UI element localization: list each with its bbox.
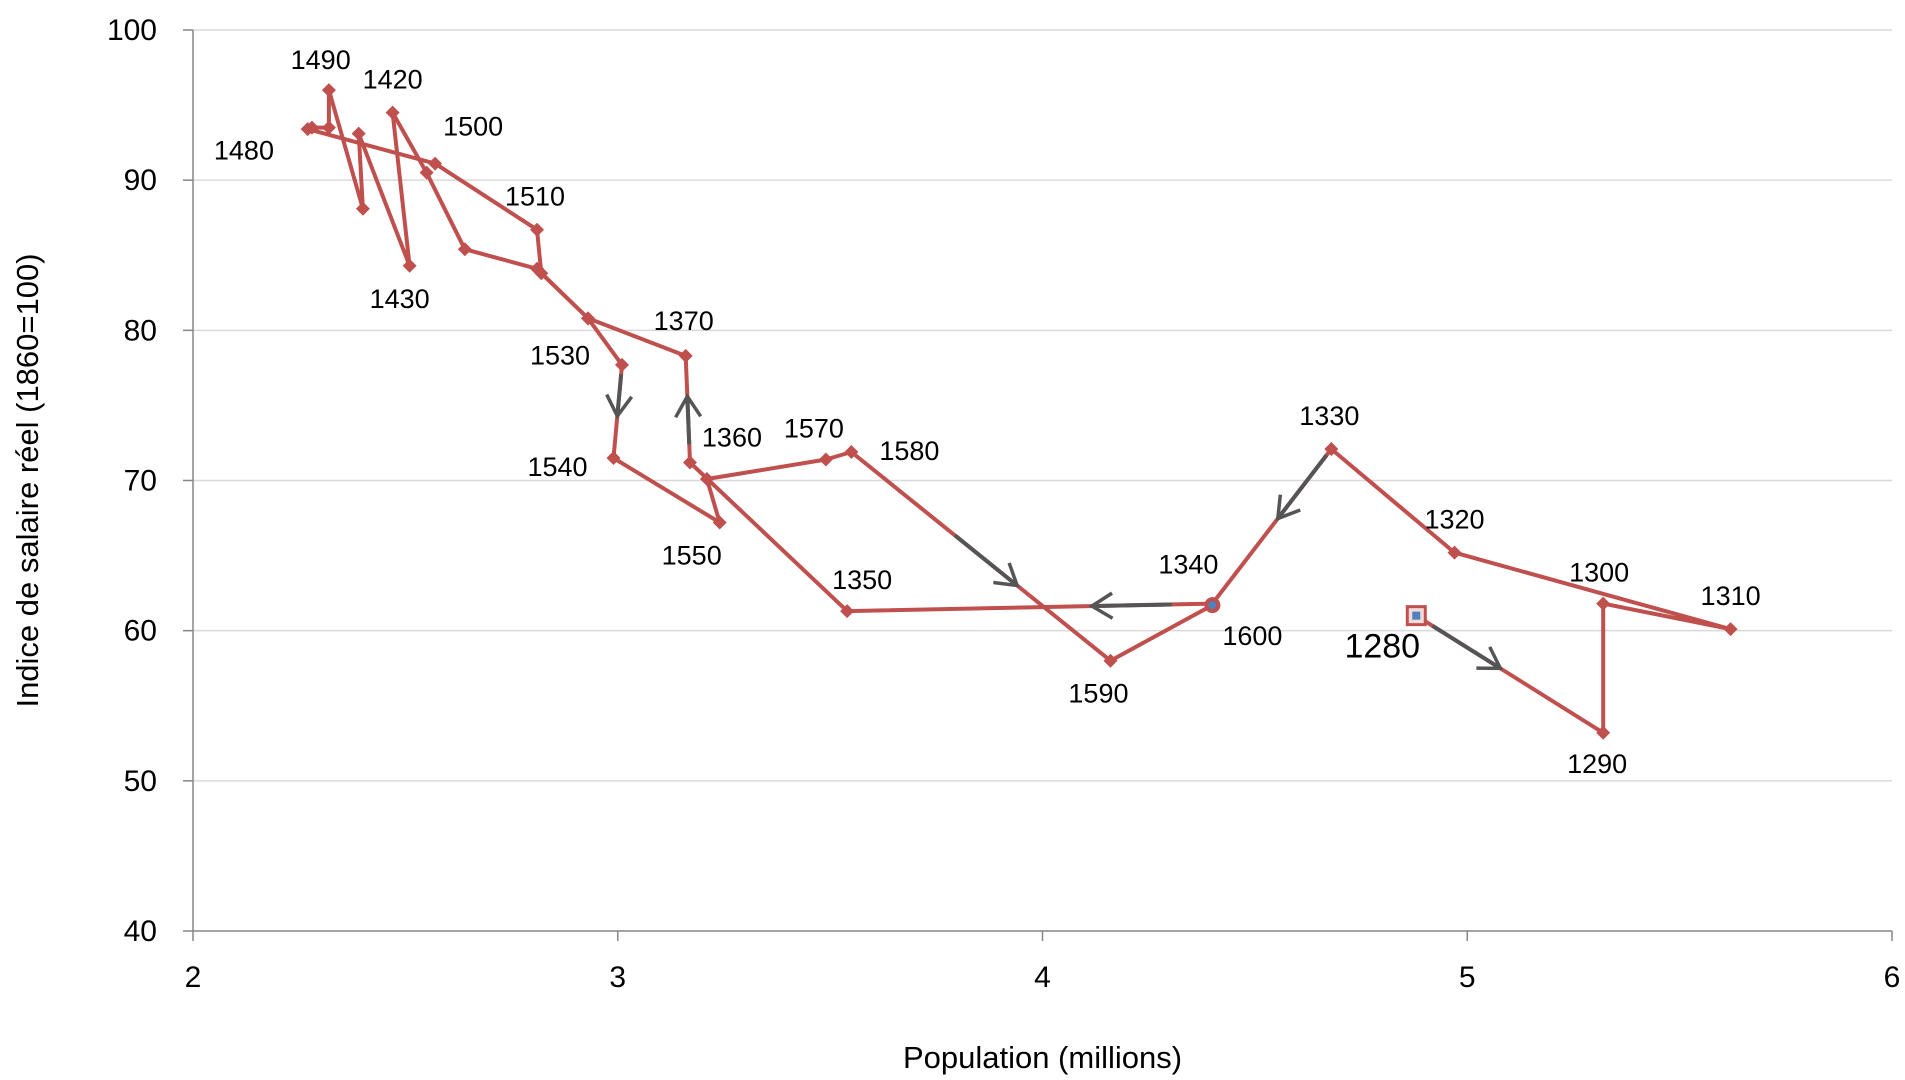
y-tick-label: 80 — [124, 314, 157, 347]
year-label-1330: 1330 — [1299, 401, 1359, 431]
year-label-1280: 1280 — [1344, 628, 1420, 666]
year-label-1320: 1320 — [1424, 505, 1484, 535]
data-point — [355, 201, 370, 216]
arrow-shaft — [1276, 453, 1329, 520]
year-label-1290: 1290 — [1567, 749, 1627, 779]
data-point — [321, 83, 336, 98]
x-tick-label: 4 — [1034, 961, 1051, 994]
year-label-1360: 1360 — [702, 422, 762, 452]
year-label-1490: 1490 — [291, 45, 351, 75]
direction-arrows — [605, 374, 1504, 671]
end-marker-core — [1208, 601, 1217, 610]
x-tick-label: 3 — [609, 961, 626, 994]
data-point — [530, 222, 545, 237]
year-label-1500: 1500 — [443, 112, 503, 142]
x-axis-title: Population (millions) — [903, 1040, 1182, 1075]
arrow-head — [674, 393, 703, 419]
data-point — [682, 455, 697, 470]
arrow-shaft — [953, 533, 1019, 588]
year-label-1530: 1530 — [530, 340, 590, 370]
year-label-1420: 1420 — [363, 65, 423, 95]
x-tick-label: 6 — [1884, 961, 1901, 994]
y-tick-label: 40 — [124, 915, 157, 948]
year-label-1340: 1340 — [1158, 550, 1218, 580]
series-line — [305, 88, 1733, 735]
data-point — [614, 357, 629, 372]
y-tick-label: 50 — [124, 765, 157, 798]
data-point — [1596, 596, 1611, 611]
data-point — [428, 156, 443, 171]
data-point — [678, 348, 693, 363]
data-point — [606, 450, 621, 465]
data-point — [840, 604, 855, 619]
data-point — [818, 452, 833, 467]
y-axis-title: Indice de salaire réel (1860=100) — [10, 253, 45, 707]
data-point — [419, 165, 434, 180]
year-label-1510: 1510 — [505, 182, 565, 212]
data-point — [534, 266, 549, 281]
year-label-1370: 1370 — [654, 306, 714, 336]
arrow-shaft — [615, 374, 624, 417]
year-label-1550: 1550 — [662, 541, 722, 571]
year-label-1590: 1590 — [1068, 679, 1128, 709]
data-point — [351, 126, 366, 141]
x-tick-label: 5 — [1459, 961, 1476, 994]
y-tick-label: 70 — [124, 465, 157, 498]
data-point — [581, 311, 596, 326]
year-label-1600: 1600 — [1222, 621, 1282, 651]
gridlines — [193, 29, 1892, 782]
year-label-1300: 1300 — [1569, 558, 1629, 588]
arrow-head — [1275, 494, 1301, 522]
year-label-1310: 1310 — [1701, 581, 1761, 611]
data-points — [300, 83, 1738, 740]
year-label-1570: 1570 — [784, 413, 844, 443]
arrow-shaft — [1431, 624, 1502, 671]
data-point — [300, 122, 315, 137]
data-point — [1723, 622, 1738, 637]
year-label-1430: 1430 — [370, 284, 430, 314]
year-label-1480: 1480 — [214, 136, 274, 166]
arrow-shaft — [685, 396, 692, 445]
series-path — [305, 88, 1733, 735]
data-point — [402, 258, 417, 273]
data-point — [699, 471, 714, 486]
data-point — [844, 444, 859, 459]
start-marker-core — [1412, 611, 1421, 620]
tick-labels: 40 50 60 70 80 90 100 2 3 4 5 6 — [107, 14, 1900, 994]
year-label-1580: 1580 — [879, 436, 939, 466]
arrow-head — [605, 393, 634, 420]
arrow-head — [1088, 591, 1114, 620]
data-point — [712, 515, 727, 530]
y-tick-label: 60 — [124, 615, 157, 648]
data-point — [1447, 545, 1462, 560]
y-tick-label: 100 — [107, 14, 157, 47]
data-point — [385, 105, 400, 120]
y-tick-label: 90 — [124, 164, 157, 197]
arrow-head — [1476, 646, 1504, 671]
arrow-head — [993, 562, 1020, 588]
x-tick-label: 2 — [185, 961, 202, 994]
data-point — [321, 120, 336, 135]
year-label-1540: 1540 — [527, 452, 587, 482]
arrow-shaft — [1091, 602, 1172, 609]
data-point — [1324, 441, 1339, 456]
data-point — [1103, 653, 1118, 668]
data-point — [1596, 725, 1611, 740]
axes — [183, 29, 1893, 941]
data-point — [457, 242, 472, 257]
year-labels: 1280 1290 1300 1310 1320 1330 1340 1350 1360 1370… — [214, 45, 1761, 779]
year-label-1350: 1350 — [832, 565, 892, 595]
